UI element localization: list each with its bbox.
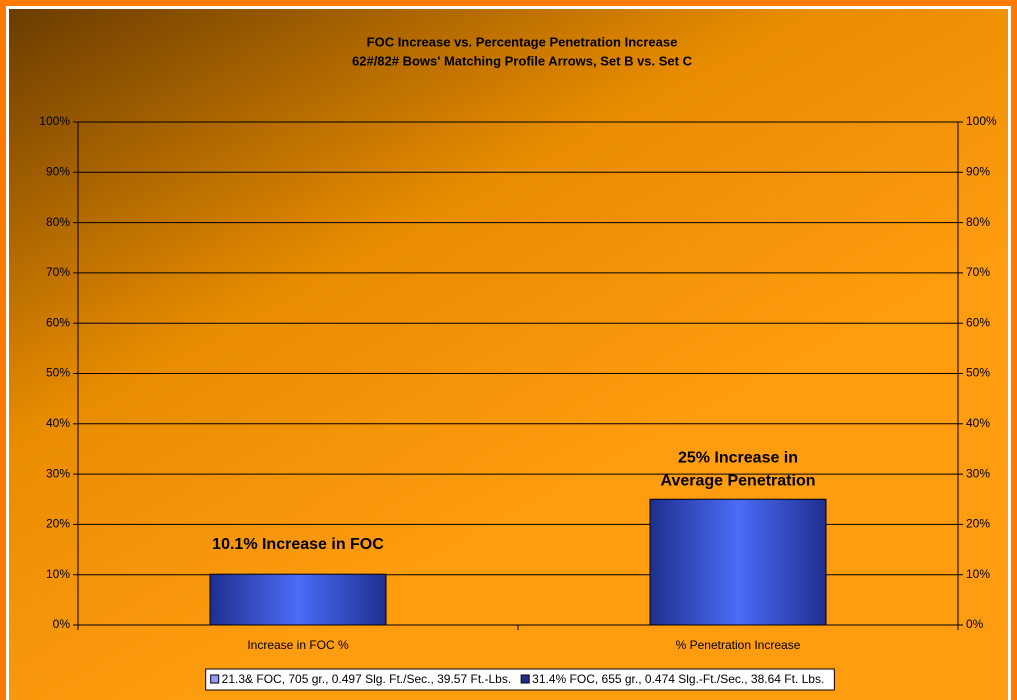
y2-tick-label: 60% (966, 315, 990, 329)
y2-tick-label: 80% (966, 215, 990, 229)
annotation: Average Penetration (660, 472, 815, 489)
legend-swatch (520, 674, 530, 684)
bar (209, 573, 387, 626)
y2-tick-label: 40% (966, 416, 990, 430)
y2-tick-label: 70% (966, 265, 990, 279)
y2-tick-label: 10% (966, 567, 990, 581)
x-tick-label: Increase in FOC % (247, 638, 349, 652)
y2-tick-label: 30% (966, 466, 990, 480)
y2-tick-label: 0% (966, 617, 984, 631)
x-tick-label: % Penetration Increase (676, 638, 801, 652)
chart-subtitle: 62#/82# Bows' Matching Profile Arrows, S… (352, 53, 693, 68)
annotation: 25% Increase in (678, 449, 798, 466)
annotation: 10.1% Increase in FOC (212, 536, 384, 553)
legend: 21.3& FOC, 705 gr., 0.497 Slg. Ft./Sec.,… (205, 668, 835, 691)
y-tick-label: 90% (46, 164, 70, 178)
y-tick-label: 0% (53, 617, 71, 631)
legend-box (205, 668, 835, 691)
y-tick-label: 10% (46, 567, 70, 581)
legend-label: 31.4% FOC, 655 gr., 0.474 Slg.-Ft./Sec.,… (532, 672, 824, 686)
y2-tick-label: 20% (966, 517, 990, 531)
y-tick-label: 80% (46, 215, 70, 229)
y-tick-label: 20% (46, 517, 70, 531)
legend-swatch (210, 674, 220, 684)
y2-tick-label: 90% (966, 164, 990, 178)
y2-tick-label: 50% (966, 366, 990, 380)
y-tick-label: 30% (46, 466, 70, 480)
bar (649, 498, 827, 626)
y-tick-label: 70% (46, 265, 70, 279)
y-tick-label: 50% (46, 366, 70, 380)
legend-label: 21.3& FOC, 705 gr., 0.497 Slg. Ft./Sec.,… (222, 672, 511, 686)
chart-title: FOC Increase vs. Percentage Penetration … (367, 34, 678, 49)
y2-tick-label: 100% (966, 114, 997, 128)
y-tick-label: 40% (46, 416, 70, 430)
y-tick-label: 60% (46, 315, 70, 329)
y-tick-label: 100% (39, 114, 70, 128)
chart-background (9, 9, 1008, 700)
